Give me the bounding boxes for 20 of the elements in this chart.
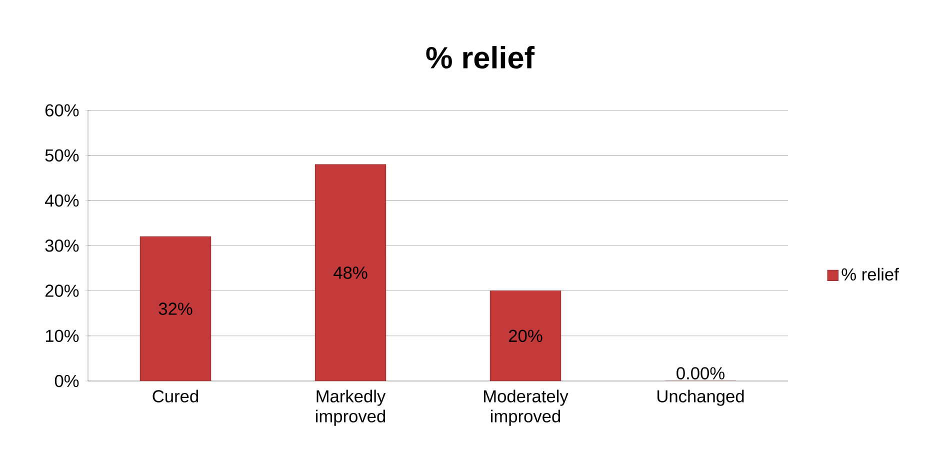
y-tick-label: 10% bbox=[46, 330, 79, 342]
legend-label: % relief bbox=[842, 268, 899, 281]
x-tick-label: Markedly improved bbox=[316, 390, 386, 426]
data-label: 48% bbox=[334, 266, 368, 279]
data-label: 20% bbox=[509, 330, 542, 342]
bar bbox=[490, 290, 562, 381]
y-tick-label: 40% bbox=[44, 194, 79, 207]
y-tick-label: 0% bbox=[54, 374, 79, 388]
y-tick-label: 20% bbox=[45, 284, 79, 297]
y-tick-label: 50% bbox=[45, 149, 79, 162]
bar bbox=[314, 164, 386, 381]
data-label: 32% bbox=[158, 302, 192, 315]
x-tick-label: Moderately improved bbox=[484, 390, 568, 426]
y-tick-label: 30% bbox=[45, 240, 79, 252]
x-tick-label: Unchanged bbox=[658, 390, 744, 406]
chart-title: % relief bbox=[426, 46, 535, 69]
data-label: 0.00% bbox=[676, 367, 724, 380]
bar bbox=[140, 236, 212, 381]
x-tick-label: Cured bbox=[152, 390, 198, 402]
y-tick-label: 60% bbox=[45, 104, 79, 116]
